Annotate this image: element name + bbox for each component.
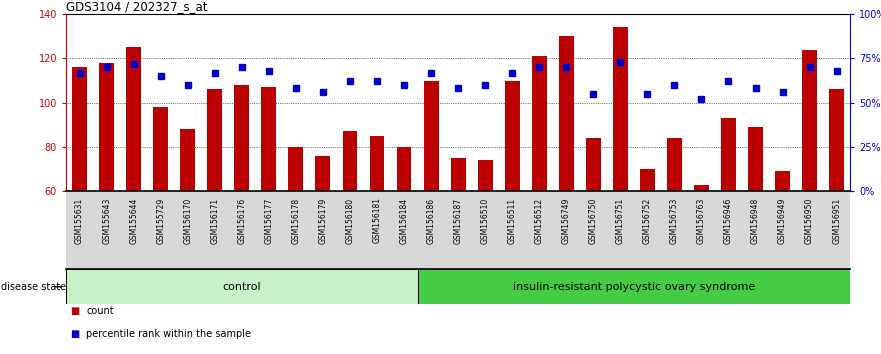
Bar — [775, 171, 790, 191]
Bar — [532, 56, 547, 191]
Text: GSM156187: GSM156187 — [454, 198, 463, 244]
Text: GSM156176: GSM156176 — [237, 198, 247, 244]
Bar — [315, 156, 330, 191]
Bar — [694, 184, 709, 191]
Bar — [262, 87, 277, 191]
Bar — [343, 131, 358, 191]
Bar — [640, 169, 655, 191]
Bar — [100, 63, 114, 191]
Bar — [478, 160, 492, 191]
Text: insulin-resistant polycystic ovary syndrome: insulin-resistant polycystic ovary syndr… — [513, 282, 755, 292]
Bar — [721, 118, 736, 191]
Text: GSM156180: GSM156180 — [345, 198, 354, 244]
Bar — [126, 47, 141, 191]
Bar — [829, 89, 844, 191]
Text: count: count — [86, 306, 114, 316]
Text: GSM156512: GSM156512 — [535, 198, 544, 244]
Text: GSM156749: GSM156749 — [562, 198, 571, 244]
Text: GSM155729: GSM155729 — [156, 198, 166, 244]
Bar — [66, 269, 418, 304]
Text: ■: ■ — [70, 329, 79, 339]
Text: GSM156949: GSM156949 — [778, 198, 787, 244]
Text: GSM156171: GSM156171 — [211, 198, 219, 244]
Text: GSM156186: GSM156186 — [426, 198, 435, 244]
Bar — [803, 50, 817, 191]
Text: GSM156510: GSM156510 — [481, 198, 490, 244]
Bar — [153, 107, 168, 191]
Text: GSM156946: GSM156946 — [724, 198, 733, 244]
Text: GSM155643: GSM155643 — [102, 198, 111, 244]
Text: GSM156177: GSM156177 — [264, 198, 273, 244]
Bar — [586, 138, 601, 191]
Text: GSM156753: GSM156753 — [670, 198, 679, 244]
Text: GSM156170: GSM156170 — [183, 198, 192, 244]
Text: ■: ■ — [70, 306, 79, 316]
Text: GSM156750: GSM156750 — [589, 198, 598, 244]
Bar — [559, 36, 574, 191]
Bar — [451, 158, 465, 191]
Bar — [667, 138, 682, 191]
Text: GSM156184: GSM156184 — [400, 198, 409, 244]
Bar — [424, 80, 439, 191]
Bar — [234, 85, 249, 191]
Text: GSM155644: GSM155644 — [130, 198, 138, 244]
Text: GSM156948: GSM156948 — [751, 198, 760, 244]
Bar — [207, 89, 222, 191]
Text: GSM156752: GSM156752 — [643, 198, 652, 244]
Bar — [72, 67, 87, 191]
Text: GSM156178: GSM156178 — [292, 198, 300, 244]
Text: GSM156181: GSM156181 — [373, 198, 381, 244]
Text: control: control — [223, 282, 261, 292]
Bar — [505, 80, 520, 191]
Bar — [288, 147, 303, 191]
Text: GSM156763: GSM156763 — [697, 198, 706, 244]
Text: GSM156951: GSM156951 — [833, 198, 841, 244]
Text: GSM155631: GSM155631 — [75, 198, 84, 244]
Text: GSM156179: GSM156179 — [318, 198, 328, 244]
Bar — [418, 269, 850, 304]
Bar — [748, 127, 763, 191]
Text: disease state: disease state — [1, 282, 66, 292]
Bar — [613, 27, 628, 191]
Text: GSM156751: GSM156751 — [616, 198, 625, 244]
Bar — [181, 129, 196, 191]
Text: GSM156950: GSM156950 — [805, 198, 814, 244]
Text: percentile rank within the sample: percentile rank within the sample — [86, 329, 251, 339]
Text: GSM156511: GSM156511 — [507, 198, 516, 244]
Bar — [369, 136, 384, 191]
Text: GDS3104 / 202327_s_at: GDS3104 / 202327_s_at — [66, 0, 208, 13]
Bar — [396, 147, 411, 191]
